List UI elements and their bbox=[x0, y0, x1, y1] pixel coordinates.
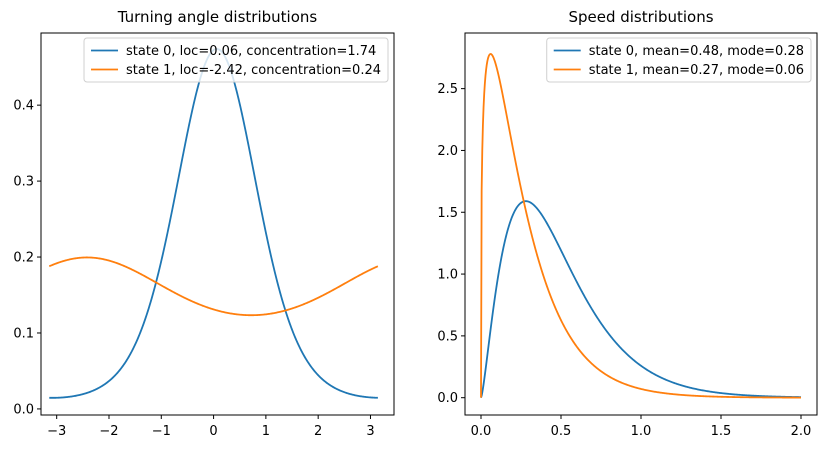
legend-label: state 0, loc=0.06, concentration=1.74 bbox=[126, 44, 376, 59]
legend-label: state 0, mean=0.48, mode=0.28 bbox=[589, 44, 804, 59]
plot-speed: 0.0 0.5 1.0 1.5 2.0 0.0 0.5 1.0 1.5 2.0 2.5 Speed d… bbox=[437, 8, 818, 439]
x-tick-label: 0.5 bbox=[551, 424, 572, 439]
axes-frame bbox=[40, 32, 395, 416]
y-tick-label: 1.0 bbox=[437, 268, 458, 283]
legend-box bbox=[83, 37, 389, 83]
y-tick-label: 0.4 bbox=[13, 99, 34, 114]
legend-label: state 1, mean=0.27, mode=0.06 bbox=[589, 63, 804, 78]
series-line-0 bbox=[49, 48, 379, 399]
x-tick-label: 1.5 bbox=[711, 424, 732, 439]
x-tick-label: 2 bbox=[314, 424, 322, 439]
y-tick-label: 1.5 bbox=[437, 206, 458, 221]
x-tick-label: 0.0 bbox=[471, 424, 492, 439]
y-tick-label: 0.5 bbox=[437, 329, 458, 344]
y-tick-label: 2.0 bbox=[437, 144, 458, 159]
legend: state 0, loc=0.06, concentration=1.74 sta… bbox=[83, 37, 389, 83]
legend-label: state 1, loc=-2.42, concentration=0.24 bbox=[126, 63, 381, 78]
axes-frame bbox=[464, 32, 818, 416]
x-tick-label: 1 bbox=[262, 424, 270, 439]
y-tick-label: 0.1 bbox=[13, 326, 34, 341]
x-tick-label: 1.0 bbox=[631, 424, 652, 439]
legend: state 0, mean=0.48, mode=0.28 state 1, me… bbox=[546, 37, 812, 83]
plot-turning-angle: −3 −2 −1 0 1 2 3 0.0 0.1 0.2 0.3 0.4 Turning angle d… bbox=[13, 8, 395, 439]
x-tick-label: 0 bbox=[209, 424, 217, 439]
x-tick-label: 2.0 bbox=[791, 424, 812, 439]
series-line-1 bbox=[48, 256, 379, 317]
legend-box bbox=[546, 37, 812, 83]
x-tick-label: −3 bbox=[47, 424, 66, 439]
chart-title: Speed distributions bbox=[568, 8, 713, 26]
y-tick-label: 0.2 bbox=[13, 251, 34, 266]
y-tick-label: 0.0 bbox=[13, 402, 34, 417]
chart-title: Turning angle distributions bbox=[117, 8, 318, 26]
series-line-1 bbox=[480, 53, 802, 399]
y-tick-label: 2.5 bbox=[437, 82, 458, 97]
series-line-0 bbox=[480, 200, 802, 399]
x-tick-label: −1 bbox=[152, 424, 171, 439]
y-tick-label: 0.3 bbox=[13, 175, 34, 190]
x-tick-label: 3 bbox=[366, 424, 374, 439]
y-tick-label: 0.0 bbox=[437, 391, 458, 406]
x-tick-label: −2 bbox=[99, 424, 118, 439]
